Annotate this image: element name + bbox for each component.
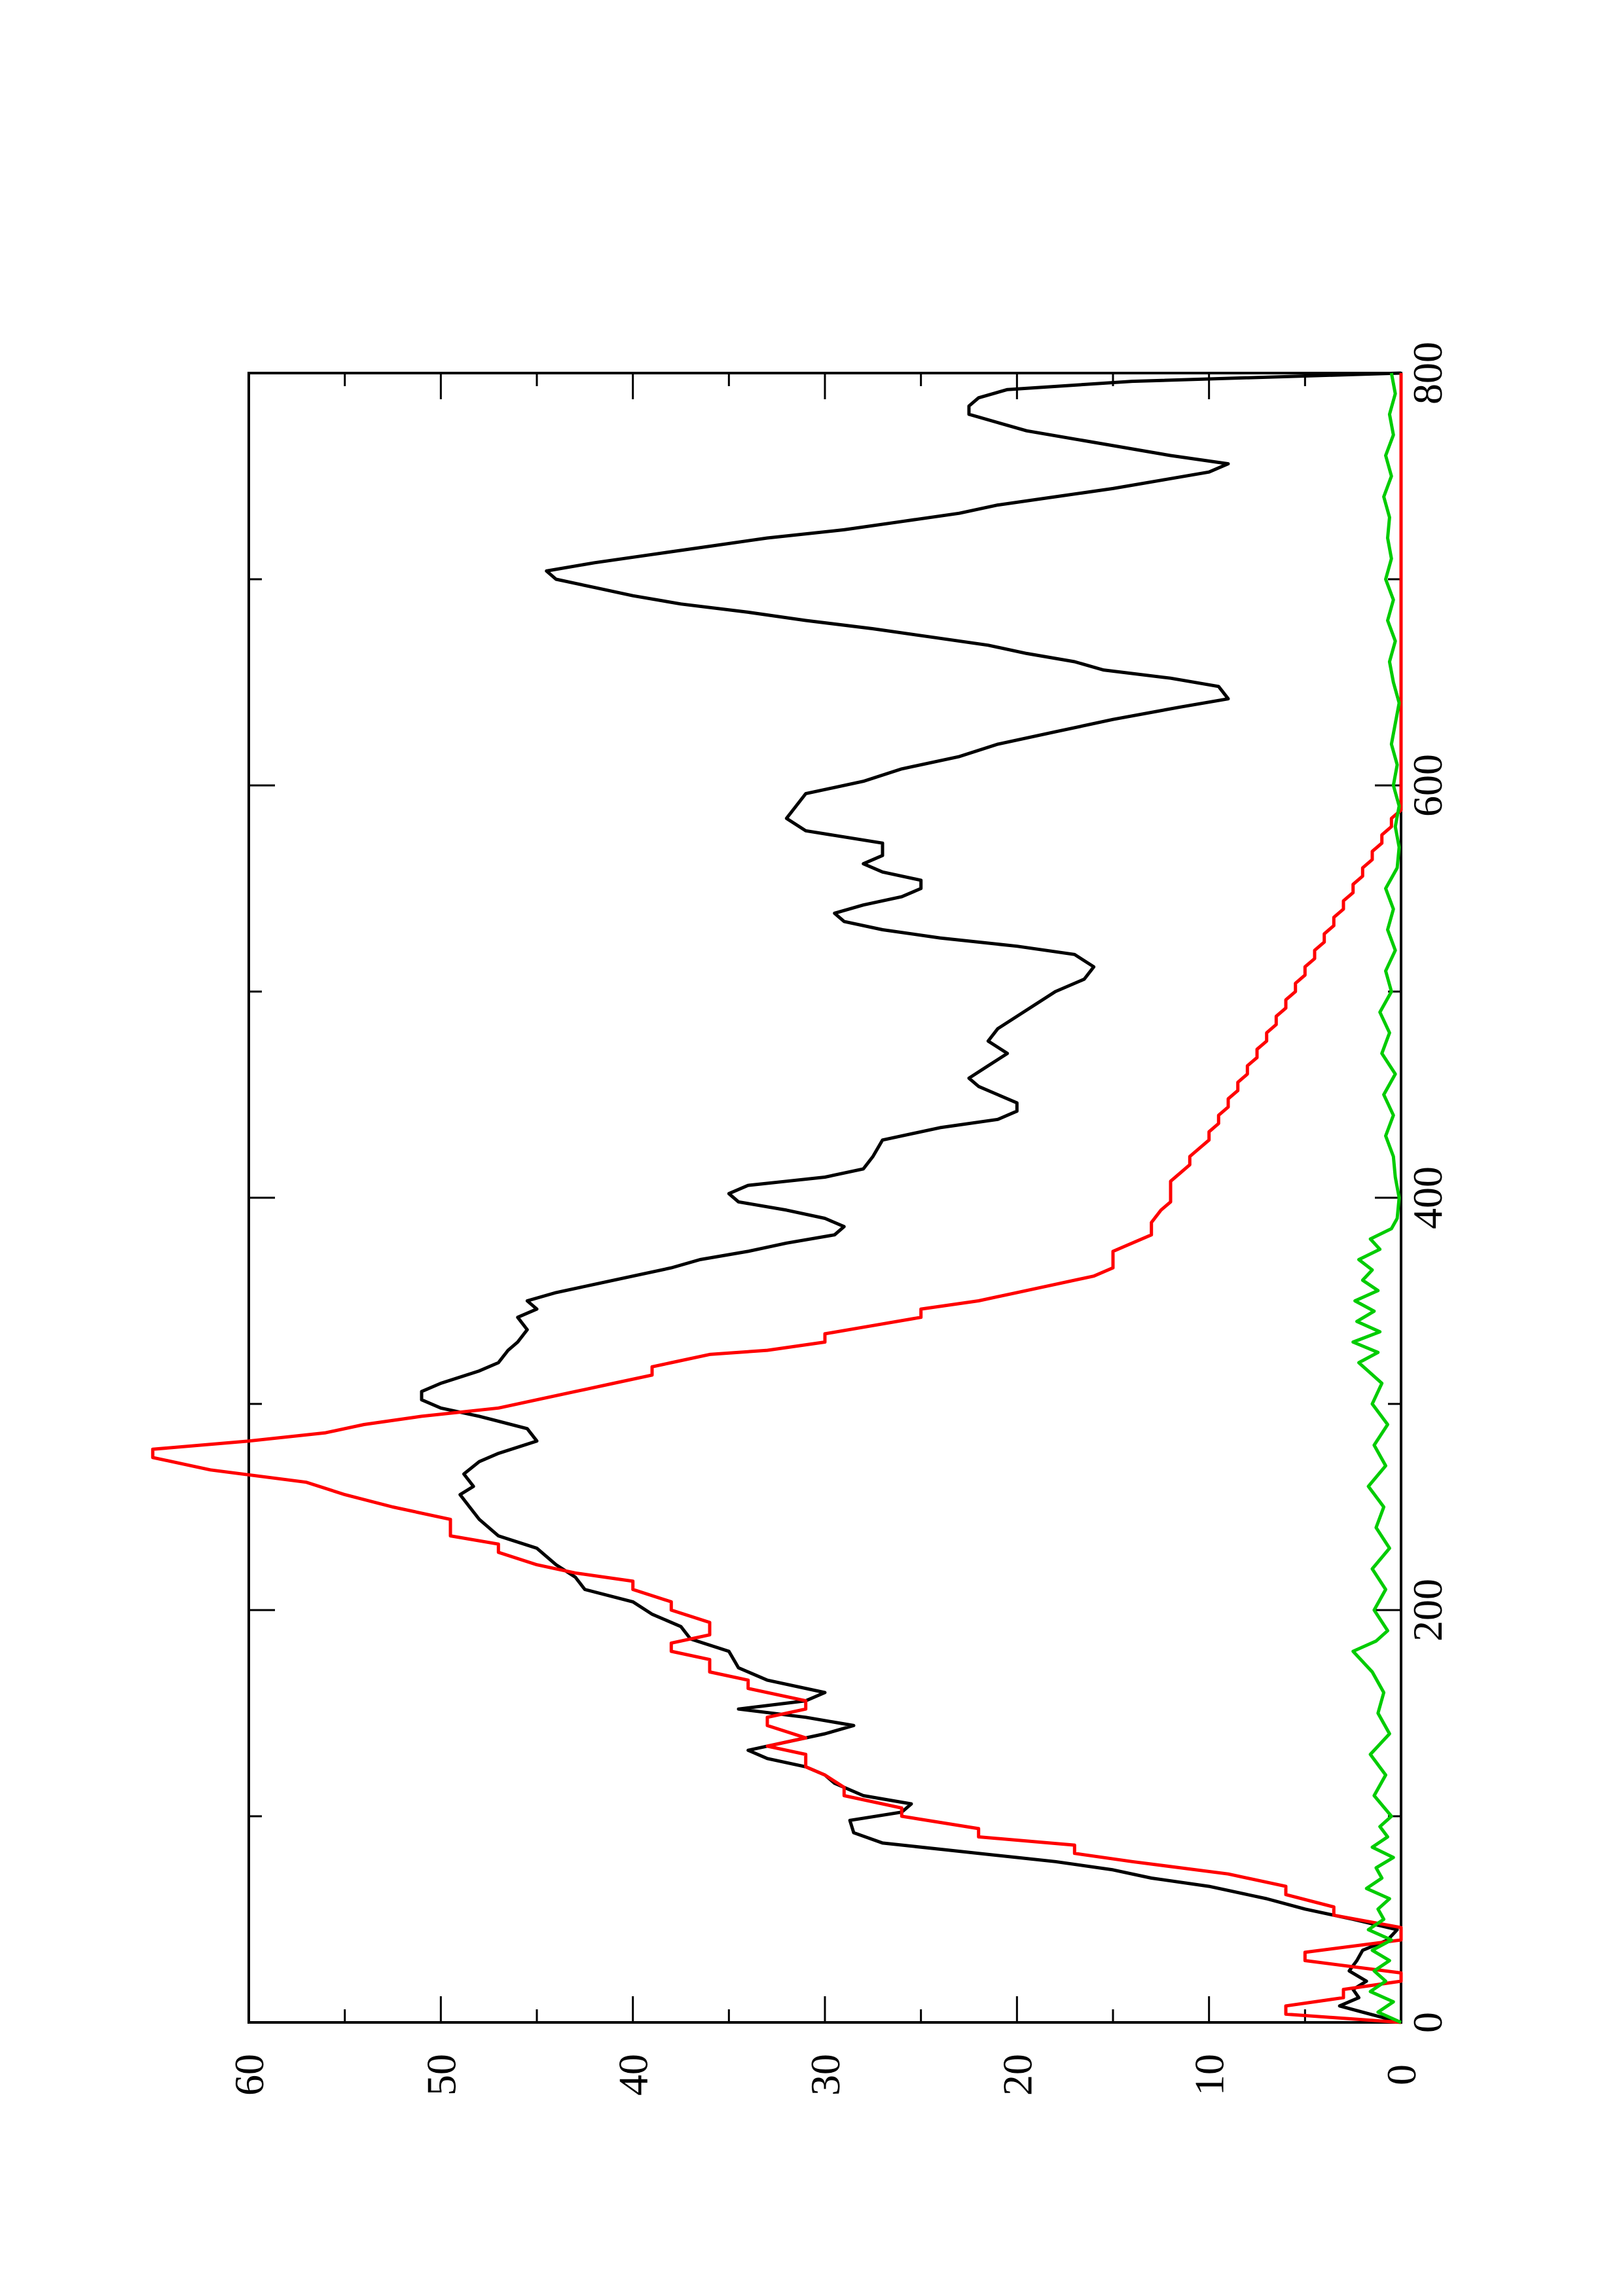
y-tick-label: 60 bbox=[226, 2054, 272, 2096]
series-layer bbox=[151, 371, 1403, 2024]
x-tick-label: 200 bbox=[1404, 1579, 1451, 1641]
series-line-2 bbox=[151, 373, 1403, 2024]
axis-tick-labels: 0 200 400 600 800 0 10 20 30 40 50 60 bbox=[226, 342, 1451, 2096]
y-tick-label: 40 bbox=[610, 2054, 657, 2096]
y-tick-label: 0 bbox=[1378, 2064, 1425, 2085]
series-line-3 bbox=[1351, 372, 1402, 2024]
y-tick-label: 30 bbox=[802, 2054, 848, 2096]
y-tick-label: 10 bbox=[1186, 2054, 1233, 2096]
y-tick-label: 20 bbox=[994, 2054, 1040, 2096]
x-tick-label: 0 bbox=[1404, 2012, 1451, 2033]
y-tick-label: 50 bbox=[418, 2054, 464, 2096]
x-tick-label: 400 bbox=[1404, 1166, 1451, 1229]
x-tick-label: 600 bbox=[1404, 754, 1451, 817]
x-tick-label: 800 bbox=[1404, 342, 1451, 404]
series-line-1 bbox=[420, 371, 1402, 2024]
